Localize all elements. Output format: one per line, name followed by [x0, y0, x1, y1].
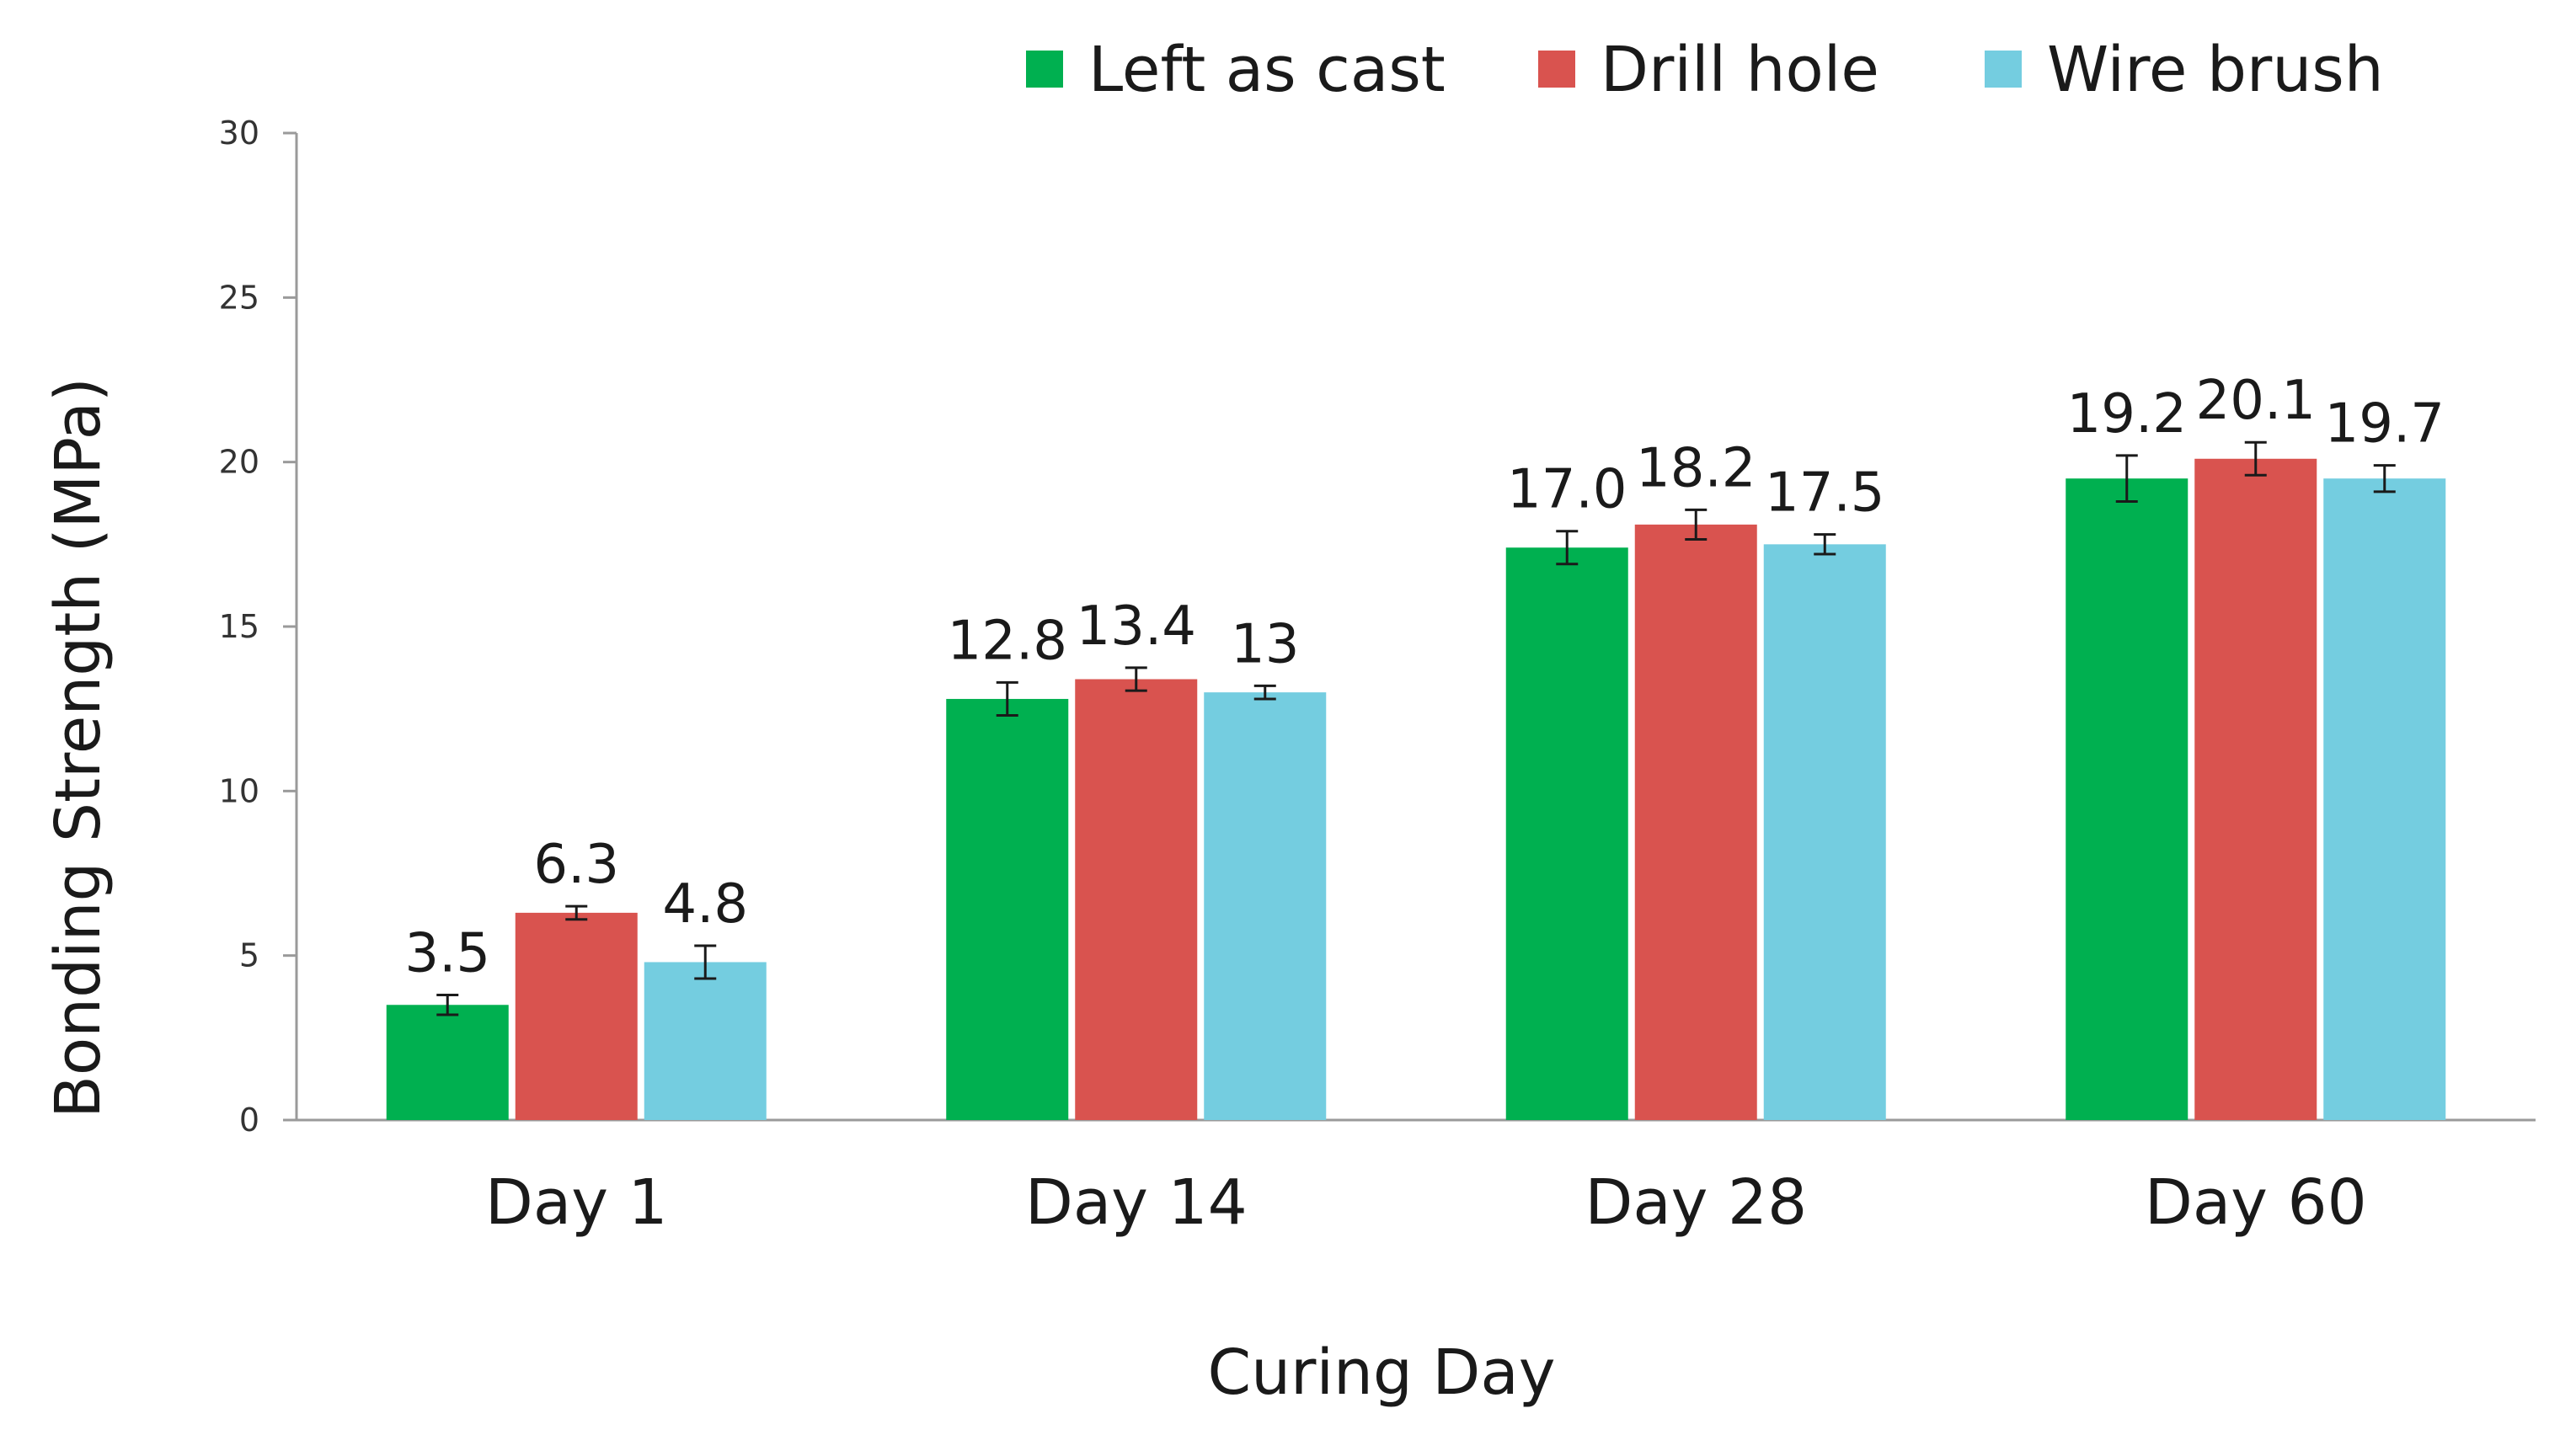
y-tick-label: 20 — [219, 444, 259, 481]
data-labels-layer: 3.5 6.3 4.8 12.8 13.4 13 17.0 18.2 17.5 19.2 20.1 1… — [404, 370, 2445, 984]
bar — [946, 698, 1069, 1120]
bar — [1763, 544, 1886, 1120]
data-label: 12.8 — [948, 610, 1068, 672]
bar — [1505, 547, 1628, 1120]
data-label: 20.1 — [2196, 370, 2317, 432]
x-category-label: Day 1 — [485, 1166, 668, 1239]
y-tick-label: 15 — [219, 608, 259, 645]
bar — [644, 962, 767, 1120]
data-label: 18.2 — [1636, 437, 1756, 499]
data-label: 19.2 — [2067, 383, 2188, 445]
data-label: 13.4 — [1077, 595, 1197, 658]
data-label: 3.5 — [404, 923, 490, 985]
y-tick-label: 0 — [239, 1102, 259, 1139]
bar — [2194, 458, 2317, 1120]
legend-label: Drill hole — [1601, 34, 1879, 106]
data-label: 19.7 — [2325, 393, 2445, 456]
legend-label: Left as cast — [1088, 34, 1446, 106]
data-label: 6.3 — [533, 834, 619, 896]
data-label: 17.0 — [1507, 459, 1627, 521]
legend-swatch — [1538, 51, 1575, 88]
y-tick-label: 30 — [219, 115, 259, 152]
bar — [2323, 478, 2446, 1120]
y-tick-label: 5 — [239, 937, 259, 974]
x-axis-title: Curing Day — [1207, 1336, 1555, 1409]
data-label: 4.8 — [662, 873, 748, 936]
bar — [1634, 524, 1757, 1120]
legend-label: Wire brush — [2047, 34, 2384, 106]
legend-swatch — [1985, 51, 2022, 88]
data-label: 17.5 — [1765, 462, 1885, 525]
legend: Left as cast Drill hole Wire brush — [1026, 34, 2384, 106]
bar — [1204, 692, 1327, 1120]
y-tick-label: 25 — [219, 279, 259, 316]
legend-swatch — [1026, 51, 1063, 88]
bar — [1075, 679, 1198, 1120]
y-tick-label: 10 — [219, 772, 259, 809]
y-axis-title: Bonding Strength (MPa) — [42, 377, 115, 1118]
axes-layer: 0 5 10 15 20 25 30 Day 1 Day 14 Day 28 Day 60 — [219, 115, 2536, 1239]
bar — [2066, 478, 2189, 1120]
bar — [515, 912, 638, 1120]
error-bars-layer — [436, 440, 2396, 1016]
bars-layer — [386, 458, 2446, 1120]
bar — [386, 1005, 509, 1120]
x-category-label: Day 14 — [1025, 1166, 1248, 1239]
data-label: 13 — [1231, 613, 1299, 675]
x-category-label: Day 28 — [1585, 1166, 1807, 1239]
x-category-label: Day 60 — [2145, 1166, 2367, 1239]
